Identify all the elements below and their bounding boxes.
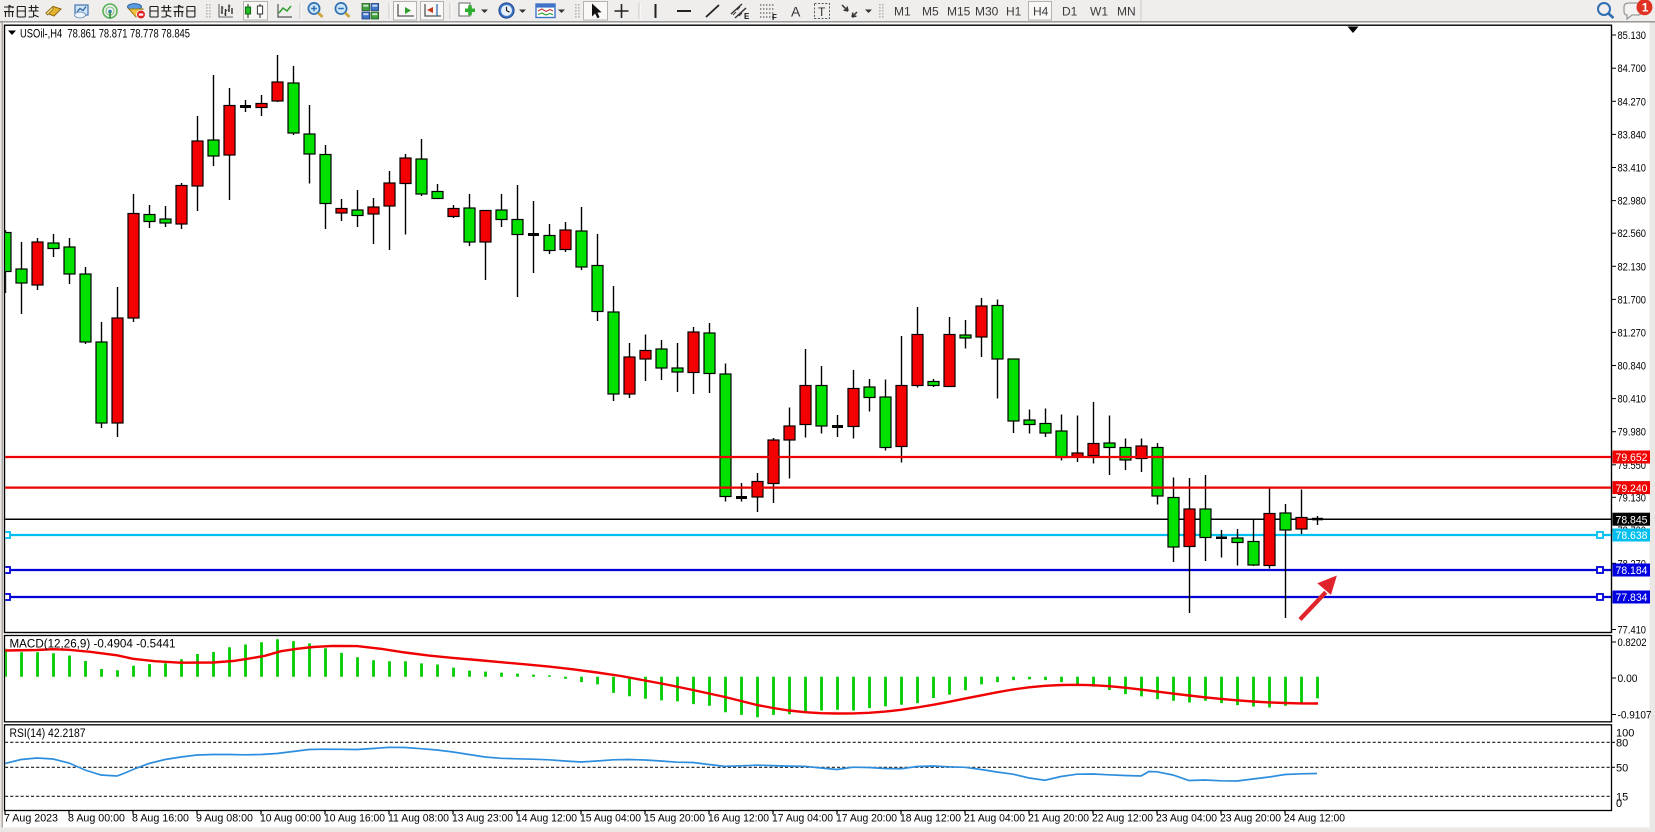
svg-text:17 Aug 20:00: 17 Aug 20:00 — [836, 813, 897, 825]
svg-text:84.270: 84.270 — [1618, 96, 1647, 108]
svg-text:82.130: 82.130 — [1618, 261, 1647, 273]
svg-text:-0.9107: -0.9107 — [1618, 710, 1652, 722]
svg-text:81.700: 81.700 — [1618, 294, 1647, 306]
svg-text:78.184: 78.184 — [1616, 565, 1648, 577]
svg-text:9 Aug 08:00: 9 Aug 08:00 — [196, 813, 253, 825]
svg-text:77.410: 77.410 — [1618, 625, 1647, 637]
svg-text:M15: M15 — [947, 5, 971, 19]
svg-text:82.560: 82.560 — [1618, 228, 1647, 240]
svg-text:0.00: 0.00 — [1618, 673, 1638, 685]
svg-text:83.410: 83.410 — [1618, 163, 1647, 175]
svg-text:M1: M1 — [894, 5, 911, 19]
svg-text:8 Aug 00:00: 8 Aug 00:00 — [68, 813, 125, 825]
svg-text:13 Aug 23:00: 13 Aug 23:00 — [452, 813, 513, 825]
svg-text:77.834: 77.834 — [1616, 592, 1648, 604]
svg-text:14 Aug 12:00: 14 Aug 12:00 — [516, 813, 577, 825]
svg-text:80.840: 80.840 — [1618, 361, 1647, 373]
svg-text:F: F — [772, 13, 777, 22]
svg-text:80.410: 80.410 — [1618, 394, 1647, 406]
svg-text:USOil-,H4 78.861 78.871 78.77: USOil-,H4 78.861 78.871 78.778 78.845 — [20, 29, 190, 41]
svg-text:21 Aug 20:00: 21 Aug 20:00 — [1028, 813, 1089, 825]
svg-text:79.980: 79.980 — [1618, 427, 1647, 439]
svg-text:A: A — [791, 4, 801, 20]
svg-text:M5: M5 — [922, 5, 939, 19]
svg-text:RSI(14) 42.2187: RSI(14) 42.2187 — [10, 728, 86, 740]
svg-text:84.700: 84.700 — [1618, 63, 1647, 75]
svg-text:78.845: 78.845 — [1616, 514, 1648, 526]
svg-text:8 Aug 16:00: 8 Aug 16:00 — [132, 813, 189, 825]
svg-text:80: 80 — [1616, 737, 1628, 749]
svg-text:100: 100 — [1616, 727, 1634, 739]
svg-text:24 Aug 12:00: 24 Aug 12:00 — [1284, 813, 1345, 825]
svg-text:1: 1 — [1642, 1, 1649, 15]
svg-text:MN: MN — [1117, 5, 1136, 19]
svg-text:0.8202: 0.8202 — [1618, 637, 1647, 649]
svg-text:D1: D1 — [1062, 5, 1078, 19]
svg-text:18 Aug 12:00: 18 Aug 12:00 — [900, 813, 961, 825]
svg-text:MACD(12,26,9) -0.4904 -0.5441: MACD(12,26,9) -0.4904 -0.5441 — [10, 639, 176, 651]
svg-text:T: T — [818, 5, 826, 19]
svg-text:M30: M30 — [975, 5, 999, 19]
svg-text:10 Aug 00:00: 10 Aug 00:00 — [260, 813, 321, 825]
svg-text:23 Aug 20:00: 23 Aug 20:00 — [1220, 813, 1281, 825]
svg-text:21 Aug 04:00: 21 Aug 04:00 — [964, 813, 1025, 825]
svg-text:79.652: 79.652 — [1616, 452, 1648, 464]
svg-text:16 Aug 12:00: 16 Aug 12:00 — [708, 813, 769, 825]
svg-text:E: E — [744, 12, 750, 21]
svg-text:22 Aug 12:00: 22 Aug 12:00 — [1092, 813, 1153, 825]
svg-text:50: 50 — [1616, 762, 1628, 774]
svg-text:81.270: 81.270 — [1618, 327, 1647, 339]
svg-text:79.130: 79.130 — [1618, 492, 1647, 504]
svg-text:79.240: 79.240 — [1616, 483, 1648, 495]
svg-text:W1: W1 — [1090, 5, 1108, 19]
svg-text:23 Aug 04:00: 23 Aug 04:00 — [1156, 813, 1217, 825]
svg-text:82.980: 82.980 — [1618, 196, 1647, 208]
svg-text:85.130: 85.130 — [1618, 30, 1647, 42]
svg-text:15 Aug 20:00: 15 Aug 20:00 — [644, 813, 705, 825]
svg-text:17 Aug 04:00: 17 Aug 04:00 — [772, 813, 833, 825]
svg-text:11 Aug 08:00: 11 Aug 08:00 — [388, 813, 449, 825]
svg-text:15 Aug 04:00: 15 Aug 04:00 — [580, 813, 641, 825]
svg-text:83.840: 83.840 — [1618, 129, 1647, 141]
svg-text:7 Aug 2023: 7 Aug 2023 — [4, 813, 58, 825]
svg-text:H1: H1 — [1006, 5, 1022, 19]
svg-text:0: 0 — [1616, 798, 1622, 810]
svg-text:H4: H4 — [1033, 5, 1049, 19]
svg-text:10 Aug 16:00: 10 Aug 16:00 — [324, 813, 385, 825]
svg-text:78.638: 78.638 — [1616, 530, 1648, 542]
svg-text:15: 15 — [1616, 791, 1628, 803]
